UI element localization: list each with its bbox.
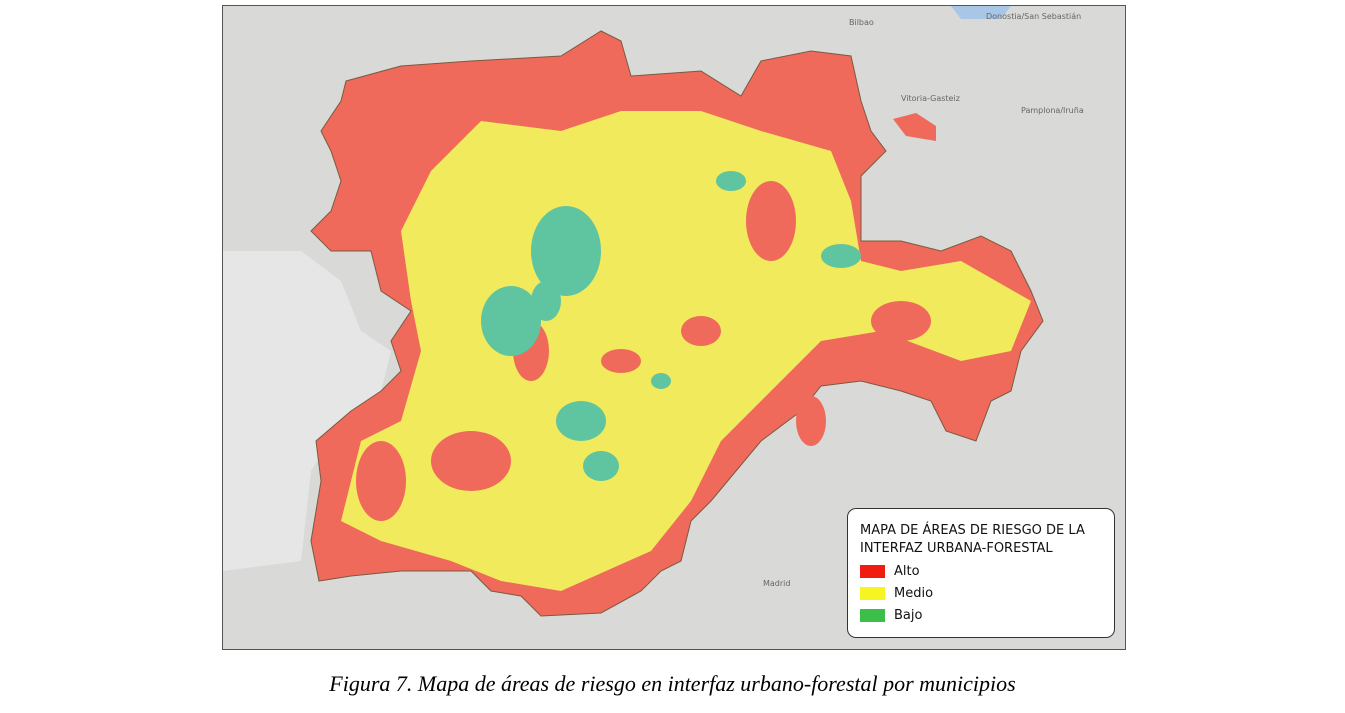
legend-item-bajo: Bajo: [860, 607, 1102, 624]
legend-swatch-bajo: [860, 609, 885, 622]
legend-swatch-alto: [860, 565, 885, 578]
risk-alto-patches: [356, 181, 931, 521]
map-canvas: Bilbao Vitoria-Gasteiz Pamplona/Iruña Do…: [223, 6, 1084, 617]
map-label: Bilbao: [849, 18, 874, 27]
risk-bajo-patches: [481, 171, 861, 481]
map-label: Vitoria-Gasteiz: [901, 94, 960, 103]
map-legend: MAPA DE ÁREAS DE RIESGO DE LA INTERFAZ U…: [847, 508, 1115, 638]
legend-item-alto: Alto: [860, 563, 1102, 580]
legend-title-line2: INTERFAZ URBANA-FORESTAL: [860, 541, 1053, 556]
legend-item-medio: Medio: [860, 585, 1102, 602]
legend-label: Bajo: [894, 608, 923, 623]
legend-label: Alto: [894, 564, 920, 579]
legend-label: Medio: [894, 586, 934, 601]
risk-alto-enclave: [893, 113, 936, 141]
sea-area: [951, 6, 1011, 19]
risk-medio-region: [341, 111, 1031, 591]
figure-caption: Figura 7. Mapa de áreas de riesgo en int…: [329, 671, 1016, 696]
portugal-area: [223, 251, 391, 571]
map-label: Pamplona/Iruña: [1021, 106, 1084, 115]
map-label: Donostia/San Sebastián: [986, 12, 1081, 21]
risk-map: Bilbao Vitoria-Gasteiz Pamplona/Iruña Do…: [222, 5, 1126, 650]
map-label: Madrid: [763, 579, 790, 588]
basemap-labels: Bilbao Vitoria-Gasteiz Pamplona/Iruña Do…: [763, 12, 1084, 588]
legend-swatch-medio: [860, 587, 885, 600]
legend-title-line1: MAPA DE ÁREAS DE RIESGO DE LA: [860, 523, 1085, 538]
